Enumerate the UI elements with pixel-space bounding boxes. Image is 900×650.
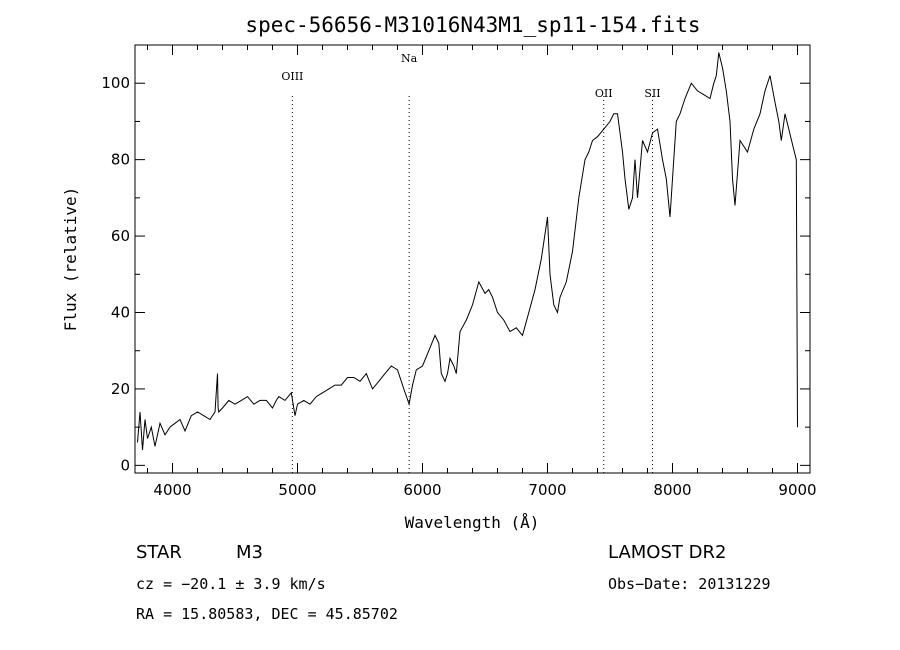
y-tick-label: 40 xyxy=(111,304,130,322)
x-axis-label: Wavelength (Å) xyxy=(405,513,540,532)
coordinates-readout: RA = 15.80583, DEC = 45.85702 xyxy=(136,605,398,623)
velocity-readout: cz = −20.1 ± 3.9 km/s xyxy=(136,575,326,593)
observation-date: Obs−Date: 20131229 xyxy=(608,575,771,593)
x-axis-ticks: 4000 5000 6000 7000 8000 9000 xyxy=(147,45,817,499)
y-tick-label: 0 xyxy=(120,456,130,474)
line-marker-label: Na xyxy=(401,52,418,65)
x-tick-label: 6000 xyxy=(403,481,441,499)
line-marker-label: SII xyxy=(644,87,660,100)
line-marker-label: OIII xyxy=(281,70,303,83)
x-tick-label: 5000 xyxy=(278,481,316,499)
x-tick-label: 7000 xyxy=(528,481,566,499)
y-tick-label: 100 xyxy=(101,74,130,92)
line-marker-label: OII xyxy=(595,87,613,100)
chart-title: spec-56656-M31016N43M1_sp11-154.fits xyxy=(245,13,700,37)
y-tick-label: 60 xyxy=(111,227,130,245)
y-tick-label: 80 xyxy=(111,151,130,169)
emission-line-markers: OIII Na OII SII xyxy=(281,52,661,473)
x-tick-label: 8000 xyxy=(653,481,691,499)
plot-frame xyxy=(134,44,811,474)
catalog-name: LAMOST DR2 xyxy=(608,542,727,563)
x-tick-label: 9000 xyxy=(778,481,816,499)
y-axis-ticks: 0 20 40 60 80 100 xyxy=(101,74,810,474)
y-tick-label: 20 xyxy=(111,380,130,398)
object-subclass: M3 xyxy=(236,542,263,563)
y-axis-label: Flux (relative) xyxy=(61,187,80,332)
object-class: STAR xyxy=(136,542,182,563)
flux-spectrum-line xyxy=(137,52,798,451)
x-tick-label: 4000 xyxy=(153,481,191,499)
